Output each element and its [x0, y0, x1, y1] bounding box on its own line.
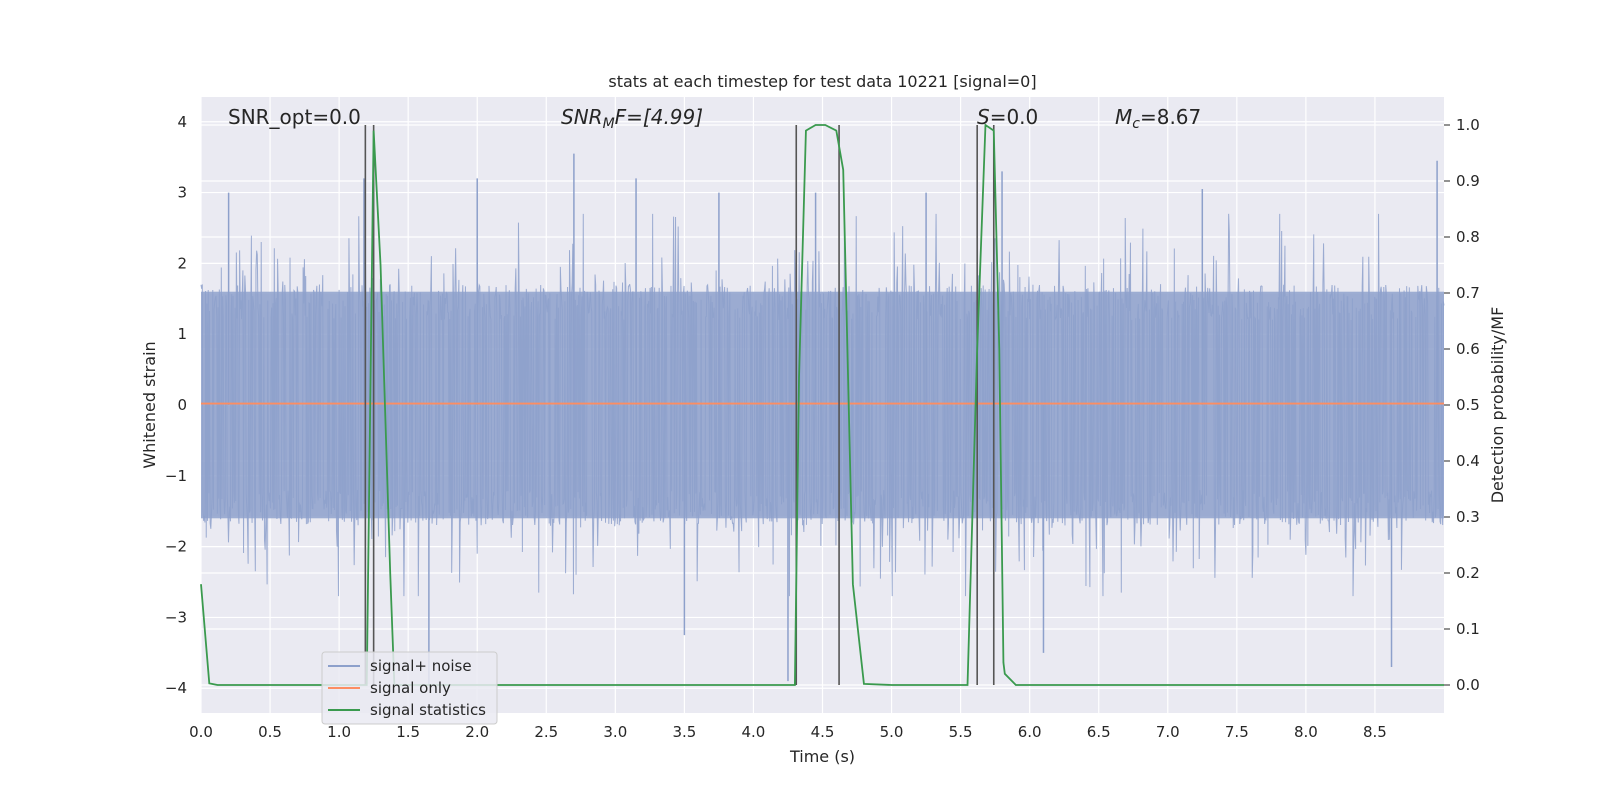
- x-tick-label: 2.0: [465, 723, 489, 741]
- legend-label-signal-only: signal only: [370, 679, 451, 697]
- x-tick-label: 0.0: [189, 723, 213, 741]
- x-tick-label: 5.5: [949, 723, 973, 741]
- x-tick-label: 6.0: [1018, 723, 1042, 741]
- x-tick-label: 3.0: [603, 723, 627, 741]
- y2-tick-label: 0.4: [1456, 452, 1480, 470]
- legend-box: [321, 651, 498, 725]
- x-axis-label: Time (s): [789, 747, 855, 766]
- chart-title: stats at each timestep for test data 102…: [608, 72, 1036, 91]
- y-tick-label: 0: [177, 396, 187, 414]
- y2-tick-label: 1.0: [1456, 116, 1480, 134]
- x-tick-label: 7.5: [1225, 723, 1249, 741]
- y2-tick-label: 0.7: [1456, 284, 1480, 302]
- y2-axis-ticks: 1.0 0.9 0.8 0.7 0.6 0.5 0.4 0.3 0.2 0.1 0.0: [1444, 116, 1480, 694]
- x-tick-label: 5.0: [880, 723, 904, 741]
- y2-tick-label: 0.1: [1456, 620, 1480, 638]
- x-tick-label: 3.5: [672, 723, 696, 741]
- annotation-snr-opt: SNR_opt=0.0: [228, 105, 361, 129]
- y-tick-label: 3: [177, 184, 187, 202]
- series-signal-noise: [200, 153, 1445, 685]
- annotation-snr-mf-tail: F=[4.99]: [615, 105, 703, 129]
- x-tick-label: 6.5: [1087, 723, 1111, 741]
- y2-tick-label: 0.6: [1456, 340, 1480, 358]
- y-tick-label: −4: [165, 679, 187, 697]
- legend-label-signal-noise: signal+ noise: [370, 657, 472, 675]
- y2-axis-label: Detection probability/MF: [1488, 307, 1507, 504]
- y-tick-label: 4: [177, 113, 187, 131]
- x-tick-label: 4.0: [742, 723, 766, 741]
- x-tick-label: 1.0: [327, 723, 351, 741]
- y-tick-label: −1: [165, 467, 187, 485]
- x-tick-label: 8.5: [1363, 723, 1387, 741]
- y-tick-label: −3: [165, 608, 187, 626]
- x-tick-label: 0.5: [258, 723, 282, 741]
- x-tick-label: 8.0: [1294, 723, 1318, 741]
- y2-tick-label: 0.9: [1456, 172, 1480, 190]
- y2-tick-label: 0.3: [1456, 508, 1480, 526]
- y-tick-label: −2: [165, 538, 187, 556]
- annotation-mc-name: M: [1115, 105, 1132, 129]
- x-axis-ticks: 0.0 0.5 1.0 1.5 2.0 2.5 3.0 3.5 4.0 4.5 5.0 5.5 6.0 6…: [189, 723, 1387, 741]
- annotation-snr-mf-sub: M: [603, 116, 615, 132]
- legend-label-signal-statistics: signal statistics: [370, 701, 486, 719]
- annotation-snr-mf: SNRMF=[4.99]: [561, 105, 703, 132]
- x-tick-label: 1.5: [396, 723, 420, 741]
- y2-tick-label: 0.0: [1456, 676, 1480, 694]
- y-tick-label: 1: [177, 325, 187, 343]
- y2-tick-label: 0.8: [1456, 228, 1480, 246]
- x-tick-label: 7.0: [1156, 723, 1180, 741]
- noise-core-band: [201, 291, 1444, 519]
- annotation-mc-tail: =8.67: [1140, 105, 1201, 129]
- y-axis-ticks: 4 3 2 1 0 −1 −2 −3 −4: [165, 113, 187, 697]
- annotation-mc: Mc=8.67: [1115, 105, 1201, 132]
- annotation-s-tail: =0.0: [990, 105, 1039, 129]
- annotation-s: S=0.0: [977, 105, 1038, 129]
- legend: signal+ noise signal only signal statist…: [321, 651, 498, 725]
- x-tick-label: 2.5: [534, 723, 558, 741]
- x-tick-label: 4.5: [811, 723, 835, 741]
- annotation-mc-sub: c: [1132, 116, 1140, 132]
- annotation-snr-mf-name: SNR: [561, 105, 603, 129]
- annotation-s-name: S: [977, 105, 990, 129]
- y2-tick-label: 0.5: [1456, 396, 1480, 414]
- y-axis-label: Whitened strain: [140, 341, 159, 468]
- y-tick-label: 2: [177, 254, 187, 272]
- y2-tick-label: 0.2: [1456, 564, 1480, 582]
